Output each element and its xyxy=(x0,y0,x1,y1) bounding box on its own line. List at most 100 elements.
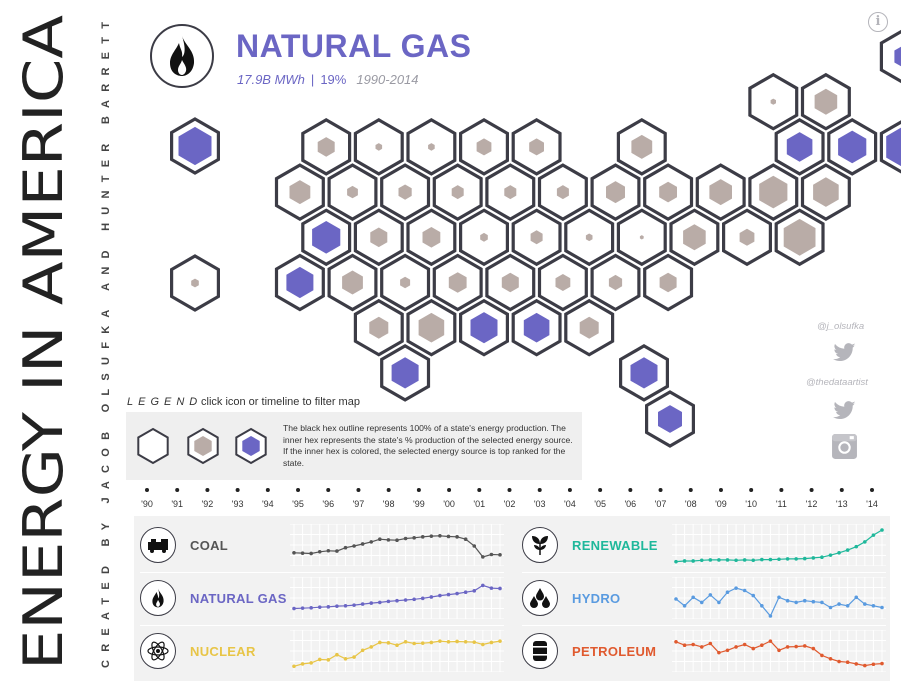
natural-gas-point-10[interactable] xyxy=(378,600,382,605)
timeline-year-label[interactable]: '93 xyxy=(232,499,244,509)
info-icon[interactable]: i xyxy=(868,12,888,32)
timeline-dot-11[interactable] xyxy=(477,488,482,492)
renewable-point-19[interactable] xyxy=(837,551,841,555)
timeline-dot-2[interactable] xyxy=(205,488,210,492)
petroleum-point-5[interactable] xyxy=(717,650,721,655)
coal-point-11[interactable] xyxy=(386,538,391,542)
nuclear-point-14[interactable] xyxy=(412,641,416,646)
state-hex-ky[interactable] xyxy=(564,208,615,267)
state-hex-ks[interactable] xyxy=(380,253,431,312)
state-hex-ct[interactable] xyxy=(800,163,851,221)
timeline-year-label[interactable]: '90 xyxy=(141,499,153,509)
timeline-year-label[interactable]: '13 xyxy=(836,499,848,509)
state-hex-mn[interactable] xyxy=(511,118,562,176)
hydro-point-21[interactable] xyxy=(854,595,859,600)
state-hex-hi[interactable] xyxy=(170,254,220,312)
renewable-point-1[interactable] xyxy=(682,559,687,563)
state-hex-mo[interactable] xyxy=(511,208,562,267)
hydro-point-14[interactable] xyxy=(794,600,798,605)
nuclear-point-21[interactable] xyxy=(472,640,477,644)
renewable-point-24[interactable] xyxy=(880,528,884,532)
petroleum-point-13[interactable] xyxy=(785,645,790,649)
coal-point-3[interactable] xyxy=(317,549,322,554)
petroleum-point-2[interactable] xyxy=(691,642,695,647)
nuclear-sparkline[interactable] xyxy=(290,630,504,672)
state-hex-mi[interactable] xyxy=(616,118,667,176)
timeline-dot-22[interactable] xyxy=(809,488,814,492)
petroleum-point-10[interactable] xyxy=(760,643,764,647)
social-handle-2[interactable]: @thedataartist xyxy=(806,377,868,388)
timeline-dot-19[interactable] xyxy=(718,488,723,492)
source-row-nuclear[interactable]: NUCLEAR xyxy=(134,626,508,676)
hydro-point-24[interactable] xyxy=(880,605,884,610)
coal-point-0[interactable] xyxy=(292,551,296,555)
state-hex-ak[interactable] xyxy=(170,117,220,175)
nuclear-point-3[interactable] xyxy=(317,657,322,662)
natural-gas-label[interactable]: NATURAL GAS xyxy=(190,591,287,606)
instagram-icon[interactable] xyxy=(831,433,858,460)
nuclear-point-9[interactable] xyxy=(369,645,374,649)
state-hex-sc[interactable] xyxy=(590,253,641,312)
timeline-year-label[interactable]: '04 xyxy=(564,499,576,509)
timeline-year-label[interactable]: '12 xyxy=(806,499,818,509)
state-hex-de[interactable] xyxy=(774,208,825,267)
state-hex-ar[interactable] xyxy=(432,253,483,312)
timeline-dot-7[interactable] xyxy=(356,488,361,492)
nuclear-point-22[interactable] xyxy=(481,642,485,647)
nuclear-point-15[interactable] xyxy=(420,641,425,645)
natural-gas-point-13[interactable] xyxy=(403,598,408,602)
state-hex-md[interactable] xyxy=(721,208,773,267)
state-hex-nv[interactable] xyxy=(327,163,378,221)
natural-gas-point-3[interactable] xyxy=(317,605,322,609)
state-hex-ca[interactable] xyxy=(301,208,352,267)
state-hex-me[interactable] xyxy=(879,29,901,84)
coal-point-12[interactable] xyxy=(395,538,399,543)
renewable-point-3[interactable] xyxy=(699,558,704,563)
timeline-year-label[interactable]: '94 xyxy=(262,499,274,509)
petroleum-point-17[interactable] xyxy=(820,653,824,658)
renewable-point-11[interactable] xyxy=(768,557,773,562)
state-hex-id[interactable] xyxy=(353,118,404,176)
natural-gas-sparkline[interactable] xyxy=(290,577,504,619)
hydro-point-15[interactable] xyxy=(802,598,807,603)
state-hex-pa[interactable] xyxy=(695,163,746,221)
timeline-year-label[interactable]: '00 xyxy=(443,499,455,509)
state-hex-ny[interactable] xyxy=(774,118,825,176)
source-row-natural-gas[interactable]: NATURAL GAS xyxy=(134,573,508,623)
renewable-point-6[interactable] xyxy=(725,558,730,562)
renewable-point-20[interactable] xyxy=(845,548,850,552)
natural-gas-point-11[interactable] xyxy=(386,599,391,604)
social-handle-1[interactable]: @j_olsufka xyxy=(817,321,865,332)
natural-gas-point-19[interactable] xyxy=(455,591,459,596)
timeline-year-label[interactable]: '09 xyxy=(715,499,727,509)
timeline-year-label[interactable]: '14 xyxy=(866,499,878,509)
nuclear-point-23[interactable] xyxy=(489,640,494,645)
timeline-year-label[interactable]: '05 xyxy=(594,499,606,509)
state-hex-co[interactable] xyxy=(406,208,457,267)
coal-point-6[interactable] xyxy=(343,545,348,550)
nuclear-button[interactable] xyxy=(140,633,176,669)
coal-point-22[interactable] xyxy=(481,555,485,559)
renewable-point-9[interactable] xyxy=(751,558,756,563)
state-hex-ne[interactable] xyxy=(459,208,509,267)
coal-label[interactable]: COAL xyxy=(190,538,229,553)
timeline-dot-17[interactable] xyxy=(658,488,663,492)
hydro-point-10[interactable] xyxy=(760,604,764,608)
state-hex-la[interactable] xyxy=(406,298,457,357)
timeline-dot-21[interactable] xyxy=(779,488,784,492)
state-hex-nj[interactable] xyxy=(748,163,799,221)
timeline-dot-24[interactable] xyxy=(870,488,874,492)
hydro-point-17[interactable] xyxy=(820,600,824,605)
timeline-dot-13[interactable] xyxy=(537,488,542,492)
state-hex-oh[interactable] xyxy=(643,163,694,221)
state-hex-wy[interactable] xyxy=(380,163,431,221)
natural-gas-point-24[interactable] xyxy=(498,586,502,591)
renewable-button[interactable] xyxy=(522,527,558,563)
natural-gas-point-20[interactable] xyxy=(463,590,468,594)
petroleum-point-1[interactable] xyxy=(682,643,687,647)
natural-gas-point-18[interactable] xyxy=(446,592,451,597)
state-hex-dc[interactable] xyxy=(643,253,694,312)
nuclear-label[interactable]: NUCLEAR xyxy=(190,644,256,659)
state-hex-il[interactable] xyxy=(537,163,588,221)
state-hex-ma[interactable] xyxy=(827,118,878,176)
